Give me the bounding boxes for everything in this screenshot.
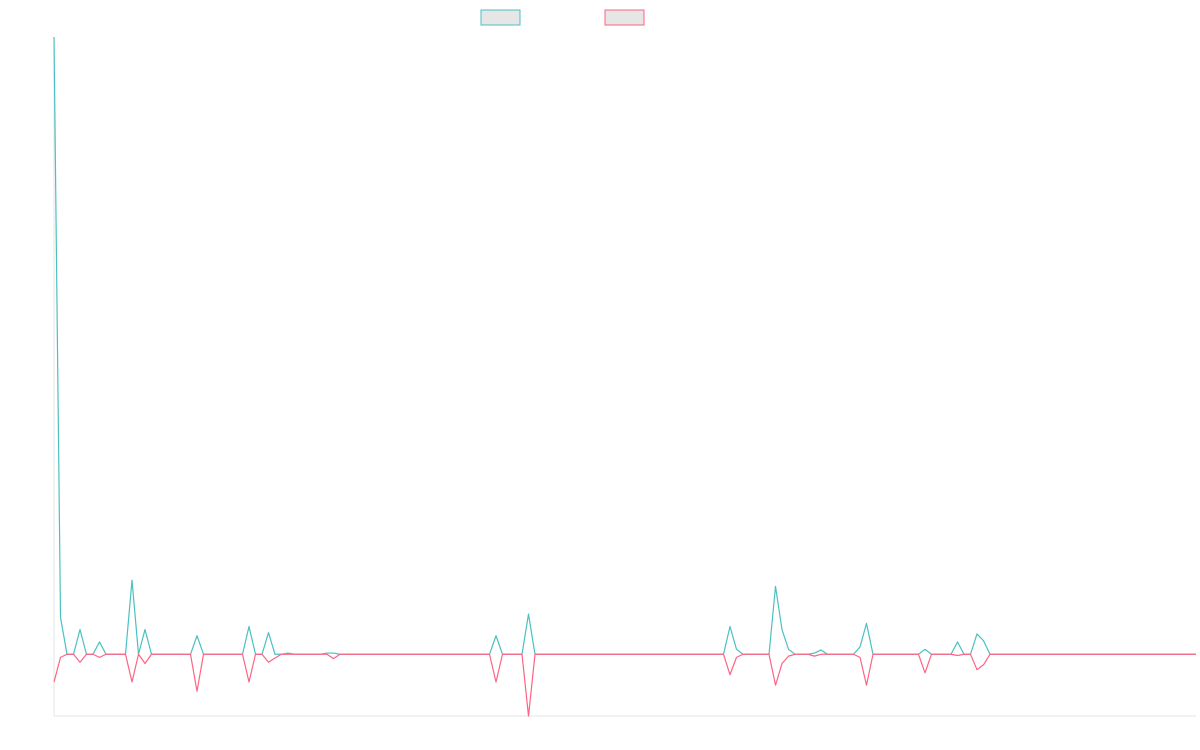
legend-swatch-2[interactable]	[604, 9, 645, 26]
legend	[480, 9, 645, 26]
series-line-2	[53, 653, 1196, 717]
series-lines	[53, 36, 1196, 717]
axes	[53, 37, 1196, 717]
legend-swatch-1[interactable]	[480, 9, 521, 26]
series-line-1	[53, 36, 1196, 655]
